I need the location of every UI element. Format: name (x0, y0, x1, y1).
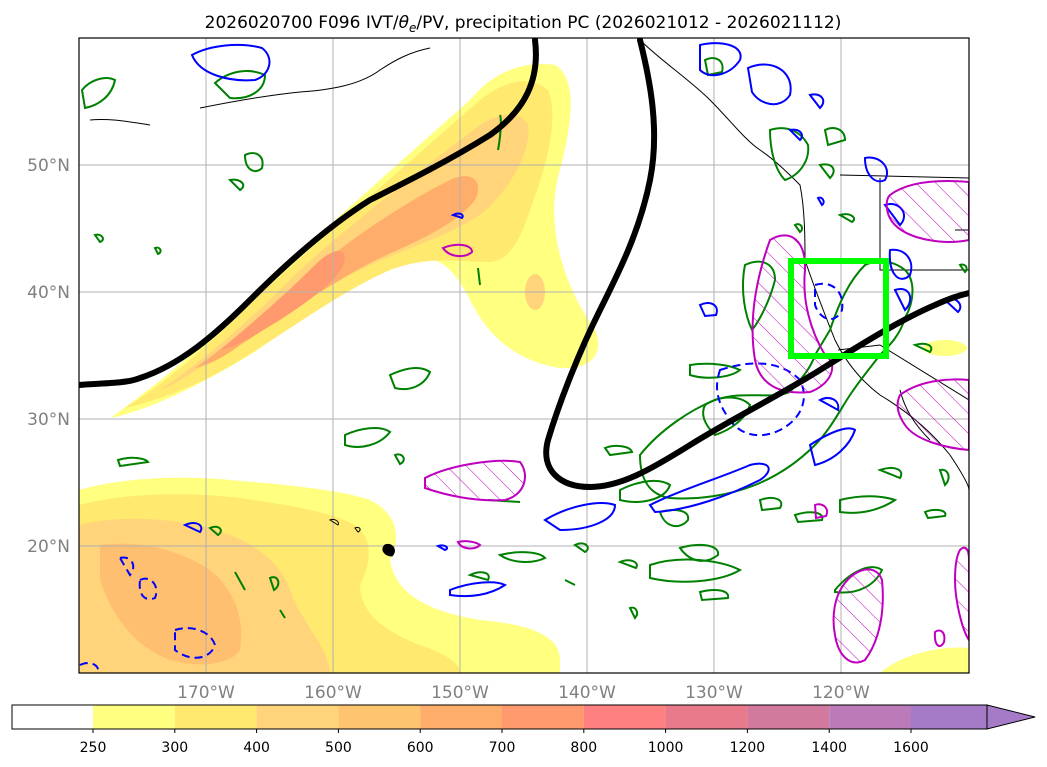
lon-label: 150°W (431, 683, 489, 703)
region-highlight-box (788, 258, 889, 359)
latitude-labels: 50°N 40°N 30°N 20°N (27, 156, 70, 557)
colorbar-cell (911, 705, 987, 729)
lat-label: 20°N (27, 537, 70, 557)
colorbar-cell (665, 705, 748, 729)
colorbar-cell (583, 705, 666, 729)
map-panel (79, 38, 969, 673)
colorbar-cell (12, 705, 93, 729)
lon-label: 170°W (177, 683, 235, 703)
colorbar-tick-label: 300 (161, 740, 188, 756)
colorbar-cell (829, 705, 911, 729)
longitude-labels: 170°W 160°W 150°W 140°W 130°W 120°W (177, 683, 870, 703)
jet-axis-lines (79, 38, 969, 491)
colorbar-cell (338, 705, 421, 729)
colorbar-cell (420, 705, 502, 729)
colorbar-cell (502, 705, 584, 729)
pv-contours (182, 42, 962, 598)
colorbar-cell (747, 705, 830, 729)
colorbar-tick-label: 1200 (730, 740, 766, 756)
colorbar-frame (11, 704, 988, 730)
colorbar-tick-label: 1600 (893, 740, 929, 756)
figure-title: 2026020700 F096 IVT/θe/PV, precipitation… (205, 13, 842, 35)
colorbar-cell (174, 705, 257, 729)
lat-label: 50°N (27, 156, 70, 176)
lon-label: 130°W (685, 683, 743, 703)
colorbar: 250 300 400 500 600 700 800 1000 1200 1400 1600 (11, 704, 1036, 756)
colorbar-tick-label: 600 (407, 740, 434, 756)
colorbar-tick-label: 1400 (811, 740, 847, 756)
colorbar-tick-label: 700 (489, 740, 516, 756)
colorbar-tick-label: 800 (570, 740, 597, 756)
colorbar-extend-arrow (986, 704, 1036, 730)
colorbar-tick-label: 250 (80, 740, 107, 756)
map-frame (78, 37, 970, 674)
colorbar-cell (256, 705, 339, 729)
colorbar-cell (93, 705, 175, 729)
lat-label: 30°N (27, 410, 70, 430)
colorbar-tick-label: 400 (243, 740, 270, 756)
colorbar-tick-label: 1000 (648, 740, 684, 756)
lon-label: 160°W (304, 683, 362, 703)
lon-label: 140°W (558, 683, 616, 703)
lon-label: 120°W (812, 683, 870, 703)
lat-label: 40°N (27, 283, 70, 303)
colorbar-tick-label: 500 (325, 740, 352, 756)
